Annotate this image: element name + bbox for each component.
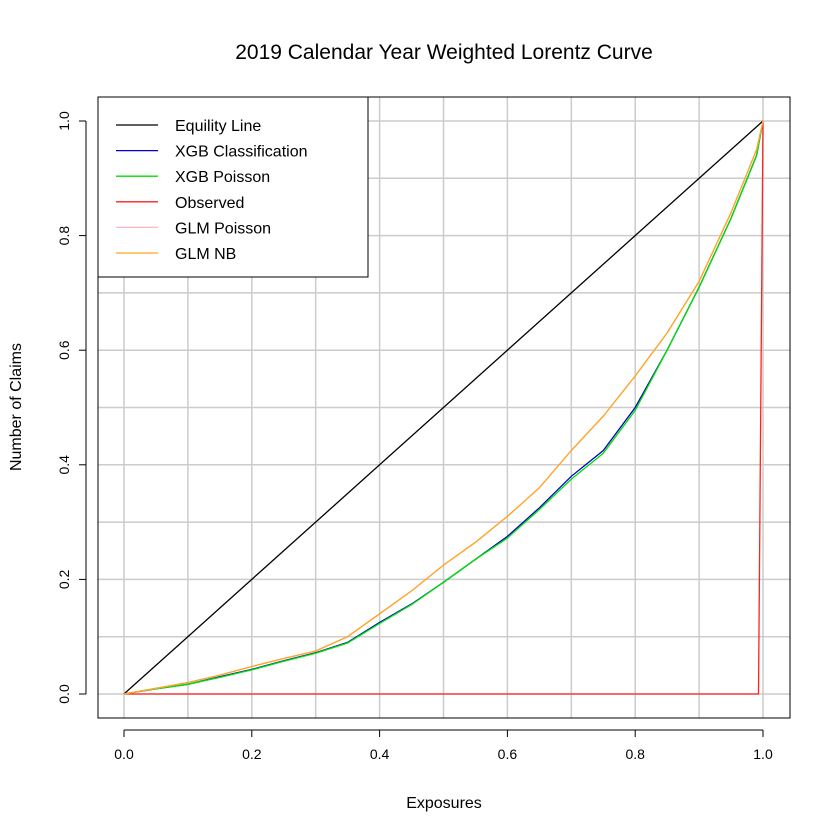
y-tick-label: 0.4	[56, 455, 72, 475]
legend-box	[97, 96, 369, 278]
y-tick-label: 0.2	[56, 569, 72, 589]
y-tick-label: 0.6	[56, 340, 72, 360]
y-tick-label: 0.0	[56, 684, 72, 704]
x-tick-label: 0.0	[114, 746, 134, 762]
x-tick-label: 0.2	[242, 746, 262, 762]
y-axis-label: Number of Claims	[8, 343, 25, 471]
y-tick-label: 0.8	[56, 226, 72, 246]
legend-label: GLM NB	[175, 246, 236, 263]
chart-title: 2019 Calendar Year Weighted Lorentz Curv…	[235, 41, 653, 64]
x-tick-label: 1.0	[753, 746, 773, 762]
x-tick-label: 0.8	[625, 746, 645, 762]
x-axis: 0.0 0.2 0.4 0.6 0.8 1.0	[114, 729, 773, 762]
legend-label: GLM Poisson	[175, 220, 271, 237]
legend-label: XGB Classification	[175, 144, 308, 161]
x-axis-label: Exposures	[406, 795, 482, 812]
plot-frame	[97, 96, 791, 719]
legend-label: XGB Poisson	[175, 169, 270, 186]
legend-label: Observed	[175, 195, 244, 212]
series-line-5	[123, 120, 764, 695]
series-line-2	[123, 120, 764, 695]
y-axis: 0.0 0.2 0.4 0.6 0.8 1.0	[56, 111, 87, 704]
legend-label: Equility Line	[175, 118, 261, 135]
series-line-3	[124, 120, 764, 695]
series-lines	[123, 120, 764, 695]
series-line-0	[123, 120, 764, 695]
y-tick-label: 1.0	[56, 111, 72, 131]
legend: Equility Line XGB Classification XGB Poiss…	[97, 96, 369, 278]
x-tick-label: 0.6	[498, 746, 518, 762]
x-tick-label: 0.4	[370, 746, 390, 762]
